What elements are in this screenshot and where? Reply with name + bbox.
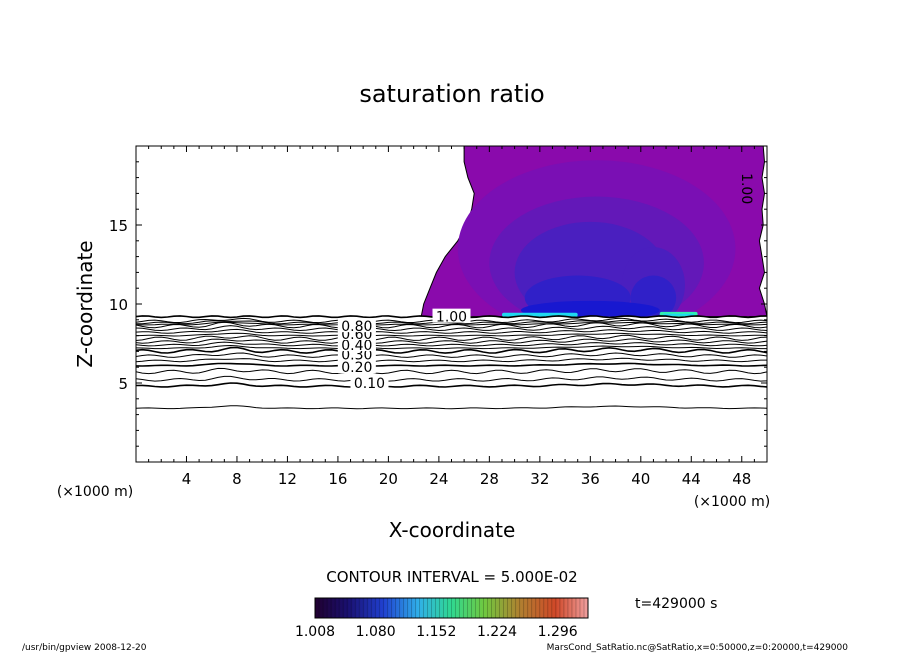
x-tick-label: 12 [278,470,297,488]
y-tick-label: 5 [118,375,128,393]
x-tick-label: 4 [182,470,192,488]
x-tick-label: 24 [429,470,448,488]
colorbar-tick-label: 1.224 [477,624,517,640]
time-label: t=429000 s [635,596,717,612]
y-tick-label: 15 [109,217,128,235]
contour-label: 0.80 [341,319,372,335]
x-tick-label: 16 [328,470,347,488]
contour-line [136,382,767,388]
colorbar [314,597,589,619]
x-tick-label: 32 [530,470,549,488]
x-tick-label: 20 [379,470,398,488]
colorbar-tick-label: 1.080 [356,624,396,640]
x-unit-left: (×1000 m) [57,484,133,500]
contour-label: 0.20 [341,360,372,376]
contour-line [136,357,767,363]
x-tick-label: 28 [480,470,499,488]
contour-line [136,338,767,344]
x-unit-right: (×1000 m) [694,494,770,510]
contour-line [136,375,767,382]
supersaturated-fill [136,146,767,462]
x-tick-label: 40 [631,470,650,488]
contour-line [136,332,767,337]
contour-line [136,352,767,358]
contour-line [136,321,767,326]
contour-label: 0.10 [354,376,385,392]
contour-label: 1.00 [436,310,467,326]
contour-line [136,328,767,334]
contour-label-bg [432,308,471,323]
footer-right: MarsCond_SatRatio.nc@SatRatio,x=0:50000,… [547,643,849,653]
colorbar-ticks: 1.008 1.080 1.152 1.224 1.296 [295,624,578,640]
contour-label-bg [350,375,389,389]
contour-line [136,367,767,375]
x-tick-label: 44 [682,470,701,488]
contour-line [136,362,767,367]
colorbar-tick-label: 1.296 [538,624,578,640]
y-axis-label: Z-coordinate [73,240,97,367]
contour-line [136,405,767,410]
plot-area [136,146,767,462]
colorbar-tick-label: 1.008 [295,624,335,640]
streak-cyan-2 [663,313,694,316]
contour-labels: 0.100.200.300.400.600.801.001.00 [337,173,754,392]
contour-label-bg [337,359,376,374]
x-tick-label: 36 [581,470,600,488]
contour-label: 1.00 [738,173,754,204]
colorbar-tick-label: 1.152 [416,624,456,640]
contour-label: 0.40 [341,338,372,354]
x-tick-label: 8 [232,470,242,488]
contour-label-bg [337,318,376,333]
chart-title: saturation ratio [359,80,544,108]
contour-line [136,341,767,347]
contour-line [136,325,767,332]
contour-label-bg [337,337,376,352]
contour-label: 0.30 [341,348,372,364]
contour-line [136,334,767,342]
colorbar-stripes [318,598,585,618]
footer-left: /usr/bin/gpview 2008-12-20 [22,643,147,653]
contour-line [136,344,767,350]
x-axis-label: X-coordinate [389,518,516,542]
contour-line [136,346,767,354]
y-tick-label: 10 [109,296,128,314]
x-tick-label: 48 [732,470,751,488]
contour-interval: CONTOUR INTERVAL = 5.000E-02 [326,568,577,586]
